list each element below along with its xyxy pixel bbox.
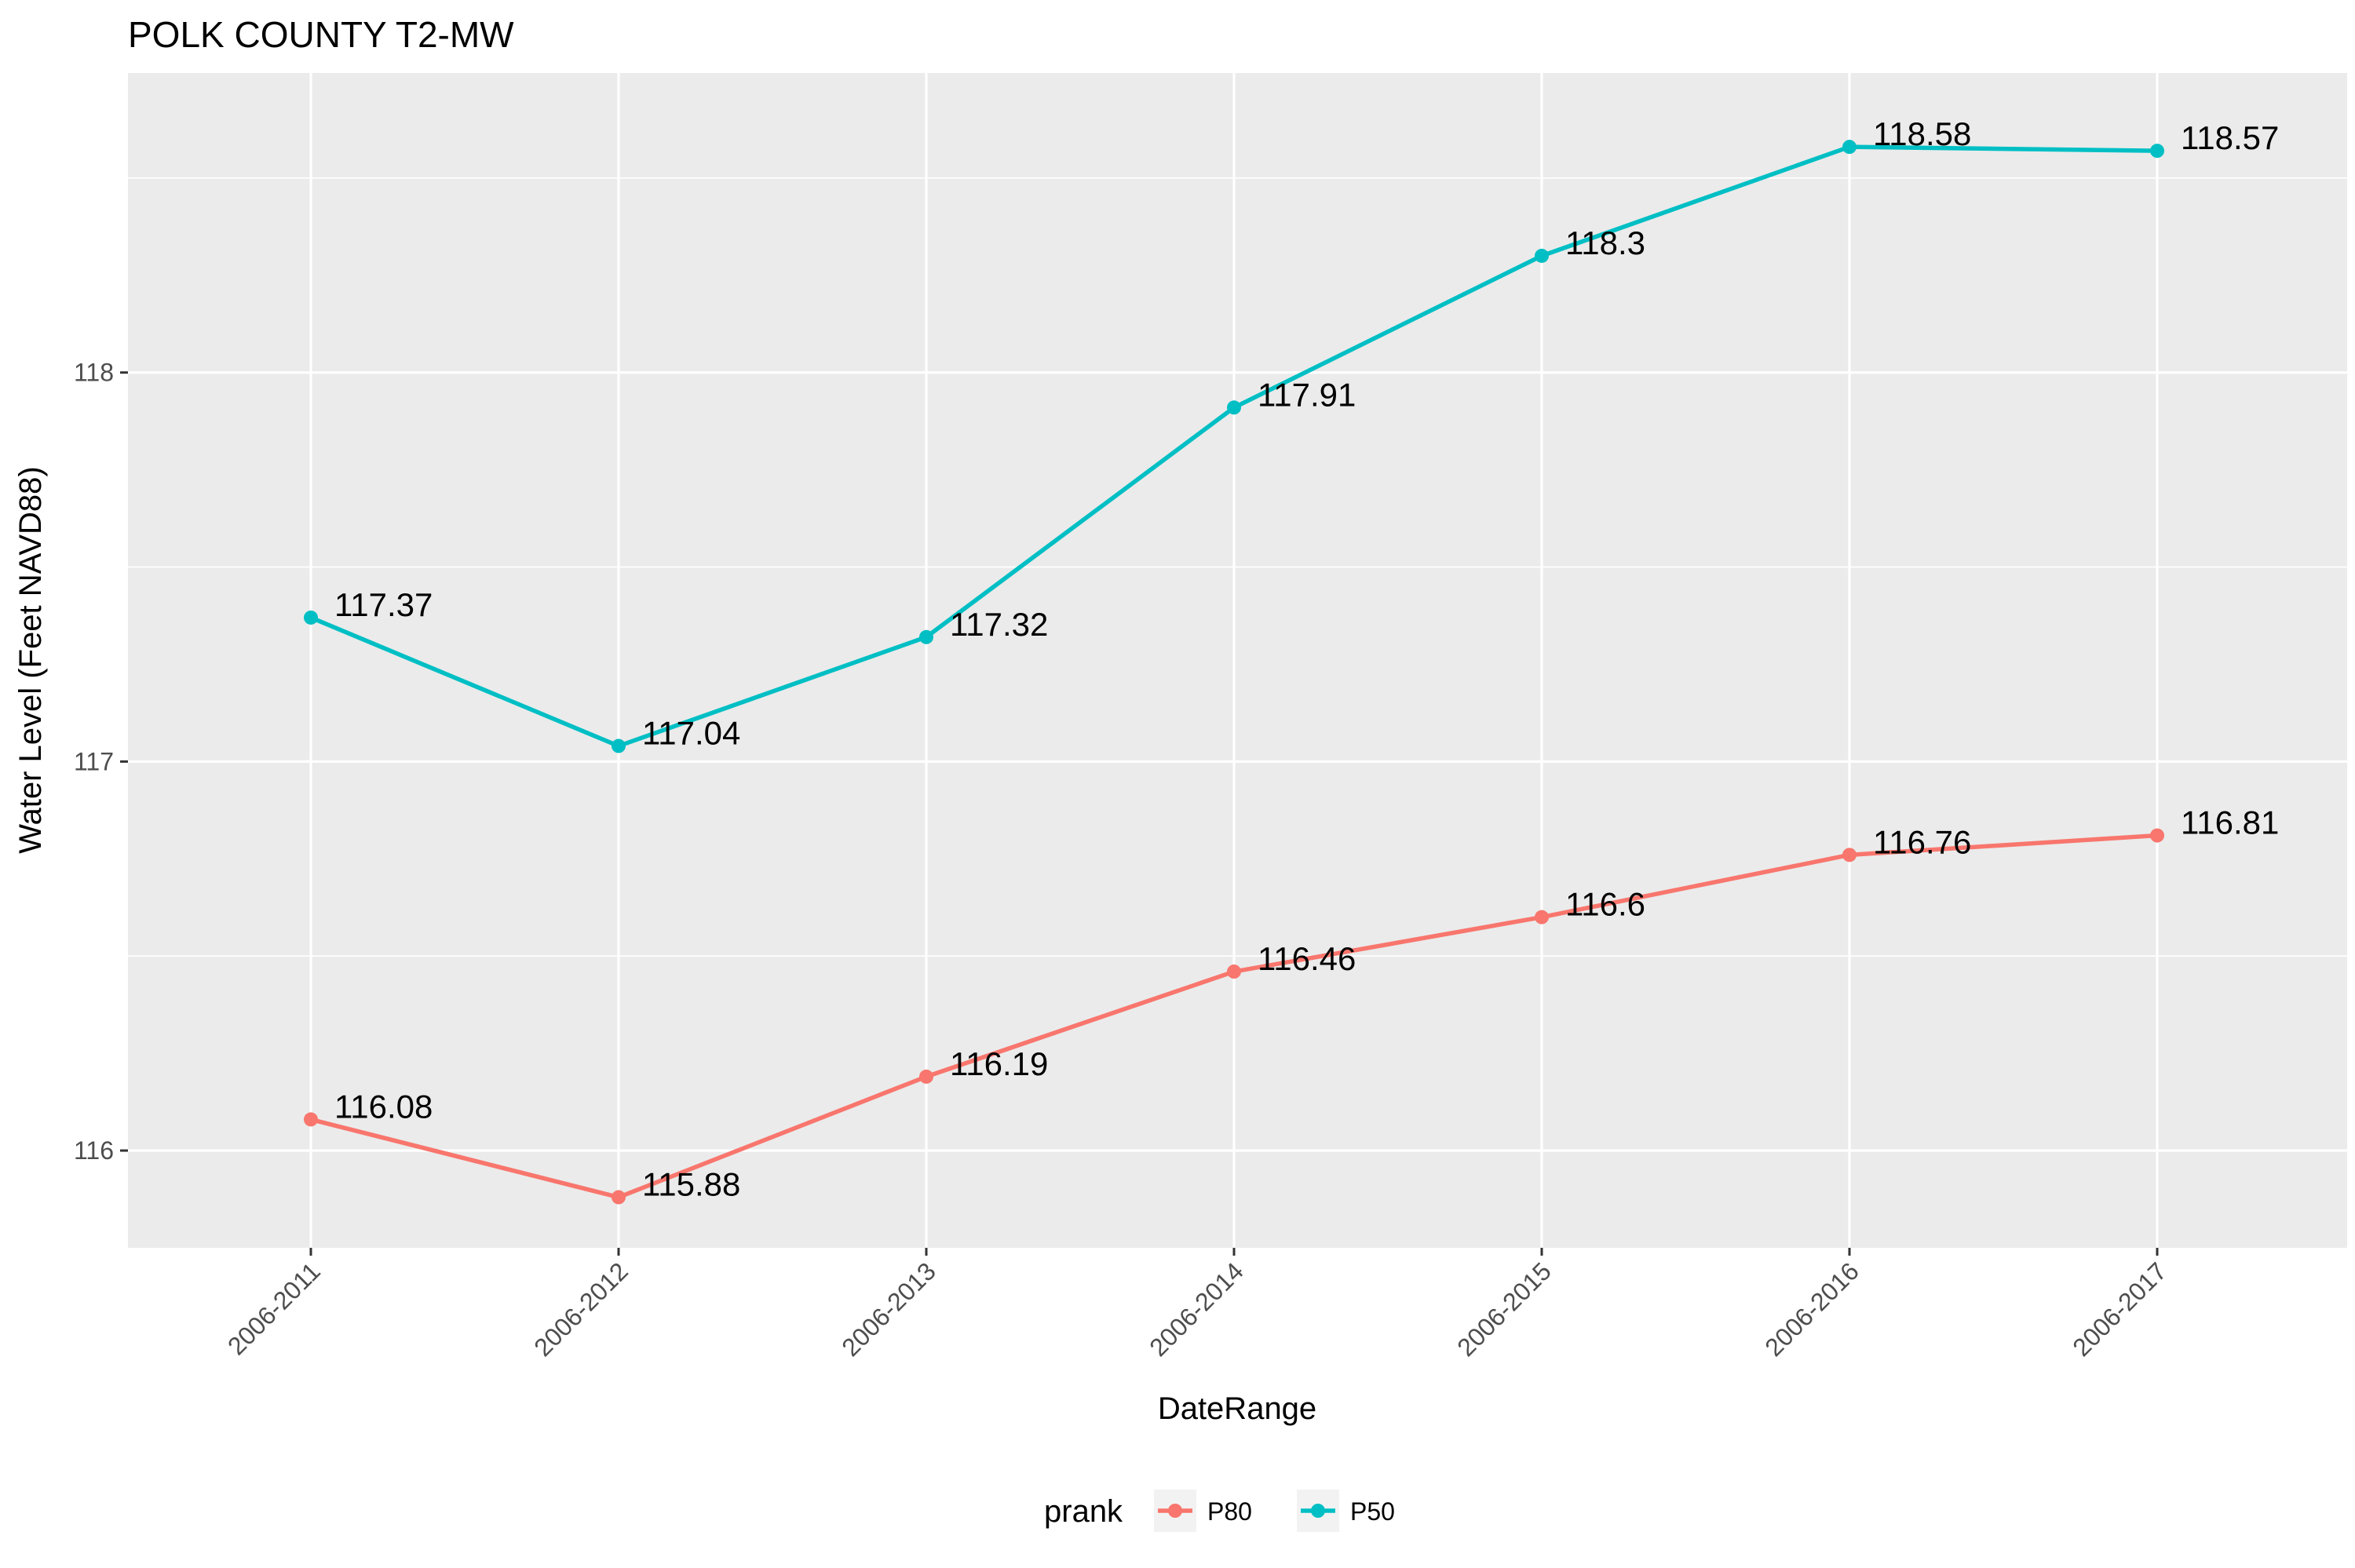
data-point [2150, 828, 2164, 843]
data-point [2150, 144, 2164, 159]
data-label: 118.58 [1873, 115, 1971, 152]
y-tick-label: 117 [74, 747, 114, 775]
data-point [612, 738, 626, 753]
data-label: 117.37 [334, 586, 433, 623]
data-point [1227, 400, 1241, 415]
legend-key-point [1311, 1504, 1325, 1518]
y-tick-label: 116 [74, 1136, 114, 1165]
legend-label: P50 [1350, 1497, 1395, 1526]
legend-key-point [1168, 1504, 1182, 1518]
plot-panel [128, 73, 2347, 1248]
series-layer [304, 140, 2164, 1205]
data-label: 116.6 [1565, 886, 1645, 923]
data-point [1535, 248, 1549, 263]
data-label: 116.46 [1258, 940, 1356, 977]
data-point [919, 629, 933, 644]
data-label: 115.88 [642, 1166, 740, 1203]
data-label: 116.76 [1873, 823, 1971, 860]
data-point [1535, 910, 1549, 924]
legend: prank P80 P50 [1044, 1490, 1395, 1532]
data-label: 118.3 [1565, 224, 1645, 261]
y-axis: 116 117 118 [74, 359, 128, 1165]
data-label: 117.04 [642, 715, 740, 752]
y-tick-label: 118 [74, 359, 114, 387]
data-point [1227, 965, 1241, 979]
data-label: 116.08 [334, 1088, 433, 1125]
legend-label: P80 [1207, 1497, 1252, 1526]
data-label: 117.91 [1258, 376, 1356, 413]
y-axis-title: Water Level (Feet NAVD88) [13, 466, 48, 854]
data-point [919, 1069, 933, 1084]
data-labels: 116.08 115.88 116.19 116.46 116.6 116.76 116.8… [334, 115, 2279, 1202]
data-label: 118.57 [2181, 119, 2279, 156]
major-gridlines [128, 73, 2347, 1248]
data-point [612, 1190, 626, 1205]
legend-title: prank [1044, 1494, 1123, 1529]
data-label: 116.19 [950, 1045, 1048, 1082]
data-point [1842, 848, 1857, 862]
data-point [1842, 140, 1857, 155]
data-label: 117.32 [950, 606, 1048, 643]
data-point [304, 1112, 318, 1127]
data-point [304, 610, 318, 625]
minor-gridlines [128, 177, 2347, 957]
chart-title: POLK COUNTY T2-MW [128, 14, 514, 55]
x-axis-title: DateRange [1158, 1391, 1316, 1426]
data-label: 116.81 [2181, 804, 2279, 841]
